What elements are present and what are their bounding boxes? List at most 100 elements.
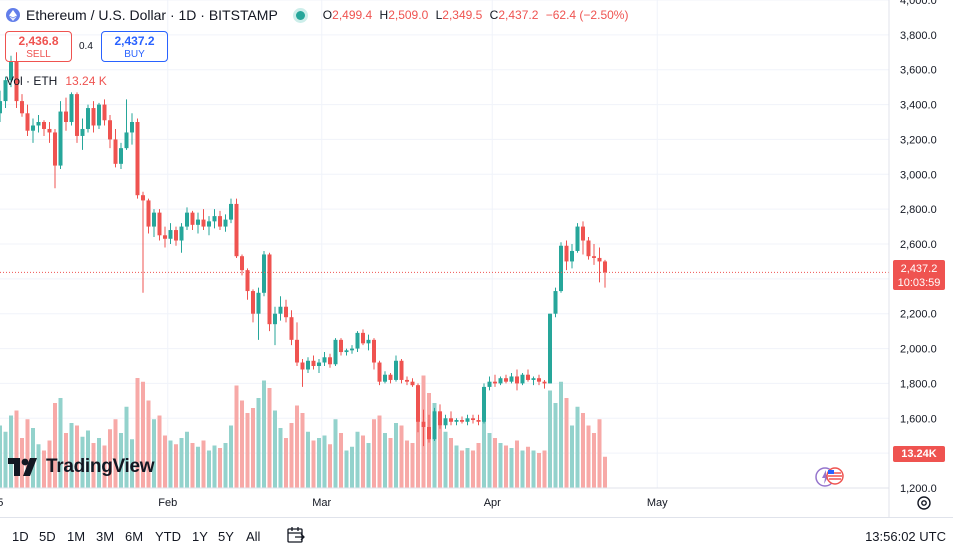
range-1d-button[interactable]: 1D [12, 529, 29, 544]
candle-body [251, 291, 255, 314]
candle-body [537, 378, 541, 382]
volume-bar [520, 450, 525, 488]
settings-icon[interactable] [915, 494, 933, 517]
range-1y-button[interactable]: 1Y [192, 529, 208, 544]
volume-bar [14, 410, 19, 488]
volume-bar [377, 415, 382, 488]
volume-bar [465, 448, 470, 488]
calendar-range-icon[interactable] [286, 526, 306, 547]
candle-body [284, 306, 288, 318]
range-5y-button[interactable]: 5Y [218, 529, 234, 544]
symbol-header: Ethereum / U.S. Dollar · 1D · BITSTAMP O… [6, 4, 632, 26]
candle-body [20, 101, 24, 114]
candle-body [201, 219, 206, 227]
candle-body [196, 219, 200, 225]
volume-bar [278, 428, 283, 488]
candle-body [102, 104, 107, 121]
volume-bar [53, 403, 57, 488]
volume-bar [36, 444, 41, 488]
candle-body [482, 386, 486, 422]
volume-bar [47, 440, 52, 488]
range-3m-button[interactable]: 3M [96, 529, 115, 544]
candle-body [416, 385, 420, 422]
y-tick-label: 2,800.0 [900, 204, 937, 216]
volume-bar [273, 410, 277, 488]
candle-body [141, 195, 145, 201]
candle-body [267, 254, 272, 325]
candle-body [427, 427, 431, 440]
volume-bar [295, 405, 299, 488]
volume-bar [399, 425, 404, 488]
y-tick-label: 2,200.0 [900, 309, 937, 321]
volume-bar [344, 450, 349, 488]
sell-price: 2,436.8 [18, 34, 59, 48]
candle-body [333, 339, 338, 365]
volume-bar [80, 436, 85, 488]
candle-body [493, 381, 497, 384]
open-value: 2,499.4 [332, 8, 373, 22]
sell-label: SELL [26, 49, 51, 60]
tradingview-logo[interactable]: TradingView [8, 456, 155, 478]
volume-legend: Vol · ETH 13.24 K [6, 74, 107, 88]
low-value: 2,349.5 [442, 8, 483, 22]
candle-body [399, 360, 404, 380]
candle-body [152, 212, 156, 227]
candle-body [289, 317, 294, 340]
volume-bar [201, 440, 206, 488]
candle-body [603, 261, 607, 273]
volume-bar [146, 400, 151, 488]
candle-body [366, 339, 371, 344]
candle-body [135, 122, 140, 196]
candle-body [218, 216, 222, 227]
sell-button[interactable]: 2,436.8 SELL [5, 31, 72, 62]
range-6m-button[interactable]: 6M [125, 529, 144, 544]
events-flags[interactable] [814, 466, 844, 493]
candle-body [339, 339, 343, 353]
symbol-title[interactable]: Ethereum / U.S. Dollar · 1D · BITSTAMP [26, 7, 278, 23]
candle-body [64, 111, 68, 122]
volume-bar [443, 431, 448, 488]
volume-bar [394, 423, 398, 488]
volume-bar [256, 398, 261, 488]
x-tick-label: May [647, 497, 668, 509]
volume-bar [0, 425, 2, 488]
candle-body [465, 418, 470, 422]
range-ytd-button[interactable]: YTD [155, 529, 181, 544]
candle-body [86, 108, 90, 129]
utc-clock[interactable]: 13:56:02 UTC [865, 529, 946, 544]
candle-body [564, 245, 569, 262]
candle-body [113, 139, 118, 164]
candle-body [91, 108, 96, 126]
bottom-toolbar: 1D 5D 1M 3M 6M YTD 1Y 5Y All 13:56:02 UT… [0, 517, 953, 550]
range-all-button[interactable]: All [246, 529, 261, 544]
volume-bar [229, 425, 233, 488]
range-1m-button[interactable]: 1M [67, 529, 86, 544]
candle-body [168, 230, 173, 239]
candle-body [350, 348, 354, 351]
candle-body [75, 94, 79, 136]
volume-bar [493, 438, 497, 488]
tradingview-logo-text: TradingView [46, 456, 155, 477]
volume-bar [157, 415, 162, 488]
candle-body [317, 362, 321, 366]
volume-bar [306, 431, 310, 488]
volume-bar [526, 446, 530, 488]
candle-body [344, 350, 349, 353]
candle-body [47, 128, 52, 133]
candle-body [273, 313, 277, 325]
candle-body [119, 148, 123, 164]
candle-body [58, 111, 63, 166]
candle-body [25, 113, 30, 131]
candle-body [460, 420, 464, 422]
volume-bar [3, 431, 8, 488]
candle-body [179, 226, 184, 241]
volume-bar [542, 450, 547, 488]
candle-body [432, 411, 437, 440]
buy-button[interactable]: 2,437.2 BUY [101, 31, 168, 62]
volume-bar [361, 435, 365, 488]
candle-body [520, 374, 525, 384]
range-5d-button[interactable]: 5D [39, 529, 56, 544]
volume-bar [196, 446, 200, 488]
candle-body [3, 80, 8, 102]
